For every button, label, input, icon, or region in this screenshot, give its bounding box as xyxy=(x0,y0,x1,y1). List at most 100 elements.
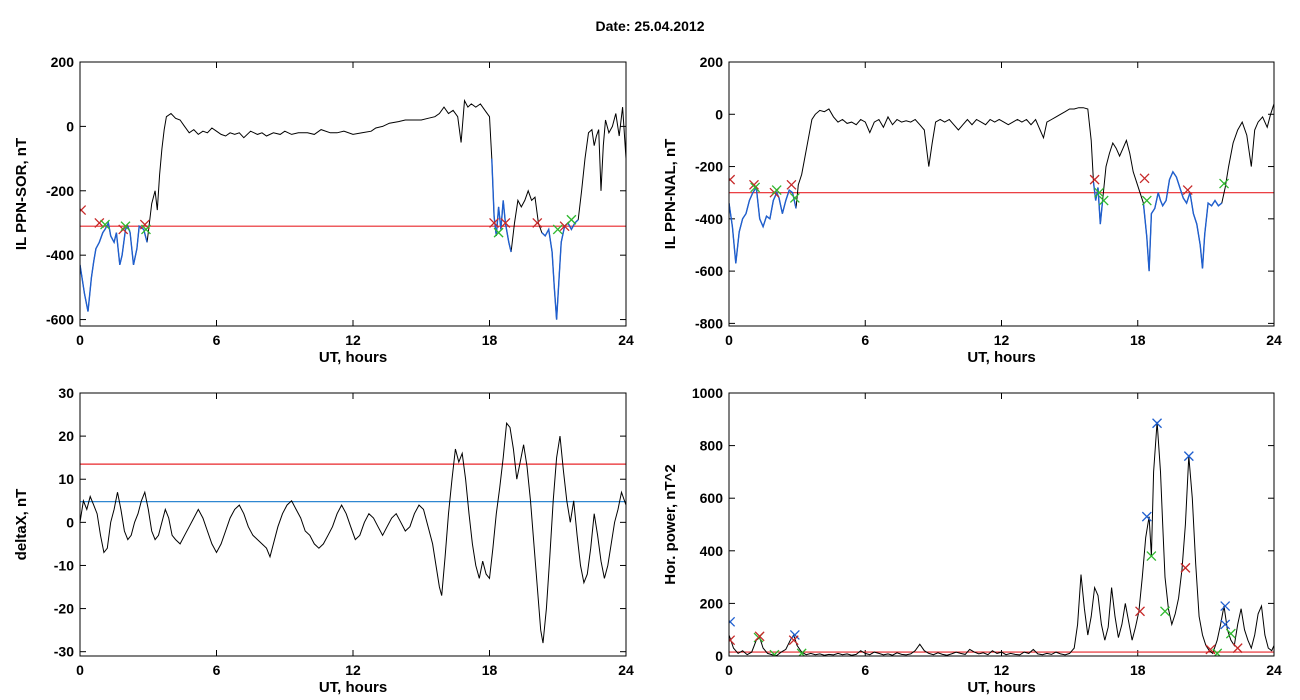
marker-stroke xyxy=(489,218,500,228)
x-axis-label: UT, hours xyxy=(967,349,1035,366)
marker-green xyxy=(1219,178,1230,189)
marker-red xyxy=(532,218,543,228)
marker-green xyxy=(796,648,807,656)
marker-green xyxy=(1146,551,1157,562)
marker-red xyxy=(1232,643,1243,654)
plot-frame xyxy=(728,61,1275,327)
x-tick-label: 18 xyxy=(1130,662,1146,678)
marker-stroke xyxy=(1182,185,1193,196)
marker-stroke xyxy=(1141,511,1152,522)
marker-stroke xyxy=(729,616,736,624)
x-tick-label: 24 xyxy=(1266,332,1282,348)
marker-blue xyxy=(729,616,736,627)
y-tick-label: 400 xyxy=(700,543,724,559)
marker-stroke xyxy=(789,192,800,203)
marker-red xyxy=(489,218,500,228)
x-tick-label: 18 xyxy=(482,332,498,348)
y-tick-label: -600 xyxy=(46,312,74,328)
y-tick-label: 10 xyxy=(58,471,74,487)
highlight-segment xyxy=(80,220,148,312)
marker-stroke xyxy=(788,635,799,646)
y-tick-label: 1000 xyxy=(692,385,723,401)
marker-stroke xyxy=(1146,551,1157,562)
marker-stroke xyxy=(1220,619,1231,630)
marker-green xyxy=(552,224,563,235)
marker-stroke xyxy=(1094,187,1105,198)
plot-area xyxy=(729,103,1274,272)
x-axis-label: UT, hours xyxy=(319,679,387,696)
marker-red xyxy=(80,205,87,216)
marker-stroke xyxy=(1089,174,1100,185)
x-tick-label: 6 xyxy=(213,662,221,678)
x-tick-label: 0 xyxy=(76,662,84,678)
marker-stroke xyxy=(1098,195,1109,206)
y-tick-label: -600 xyxy=(695,263,723,279)
y-axis-label: IL PPN-SOR, nT xyxy=(13,138,30,250)
x-axis-label: UT, hours xyxy=(967,679,1035,696)
marker-red xyxy=(749,179,759,190)
x-tick-label: 6 xyxy=(213,332,221,348)
marker-stroke xyxy=(1225,628,1236,639)
y-tick-label: -30 xyxy=(54,644,74,660)
marker-green xyxy=(100,219,110,230)
plot-frame xyxy=(79,61,627,327)
marker-green xyxy=(120,221,131,232)
x-axis-label: UT, hours xyxy=(319,349,387,366)
x-tick-label: 0 xyxy=(725,332,733,348)
series-line xyxy=(80,421,626,644)
y-tick-label: 200 xyxy=(700,595,724,611)
y-tick-label: -400 xyxy=(46,247,74,263)
y-tick-label: 0 xyxy=(66,118,74,134)
marker-stroke xyxy=(729,635,736,643)
marker-stroke xyxy=(1139,173,1150,184)
marker-green xyxy=(771,185,782,196)
marker-green xyxy=(1212,648,1223,656)
marker-stroke xyxy=(729,174,736,182)
highlight-segment xyxy=(491,158,512,253)
y-tick-label: -200 xyxy=(695,159,723,175)
marker-green xyxy=(1160,606,1170,617)
marker-stroke xyxy=(1180,562,1191,573)
x-tick-label: 12 xyxy=(345,662,361,678)
highlight-segment xyxy=(1092,182,1104,225)
marker-red xyxy=(754,631,765,642)
x-tick-label: 12 xyxy=(345,332,361,348)
plot-area xyxy=(80,98,626,320)
marker-stroke xyxy=(754,631,765,642)
marker-stroke xyxy=(100,219,110,230)
marker-green xyxy=(141,224,151,235)
y-tick-label: 800 xyxy=(700,438,724,454)
marker-green xyxy=(789,192,800,203)
y-tick-label: 200 xyxy=(700,54,724,70)
marker-stroke xyxy=(566,214,577,225)
y-tick-label: -10 xyxy=(54,557,74,573)
y-tick-label: 0 xyxy=(66,514,74,530)
plot-area xyxy=(80,421,626,644)
marker-red xyxy=(500,218,511,228)
marker-stroke xyxy=(1135,606,1145,617)
marker-red xyxy=(786,179,797,190)
series-line xyxy=(80,98,626,320)
y-tick-label: 600 xyxy=(700,490,724,506)
marker-blue xyxy=(1183,451,1194,462)
marker-stroke xyxy=(771,185,782,196)
marker-red xyxy=(729,635,736,646)
page-title: Date: 25.04.2012 xyxy=(0,18,1300,34)
marker-stroke xyxy=(750,182,761,193)
y-tick-label: -200 xyxy=(46,183,74,199)
highlight-segment xyxy=(1142,170,1223,272)
marker-stroke xyxy=(1160,606,1170,617)
highlight-segment xyxy=(729,185,797,264)
marker-green xyxy=(566,214,577,225)
marker-red xyxy=(1139,173,1150,184)
marker-blue xyxy=(1220,619,1231,630)
marker-green xyxy=(1094,187,1105,198)
marker-green xyxy=(750,182,761,193)
marker-green xyxy=(769,649,780,656)
date-label: Date: xyxy=(595,18,631,34)
x-tick-label: 6 xyxy=(861,662,869,678)
marker-red xyxy=(94,218,105,228)
marker-stroke xyxy=(1213,648,1223,656)
marker-red xyxy=(1182,185,1193,196)
